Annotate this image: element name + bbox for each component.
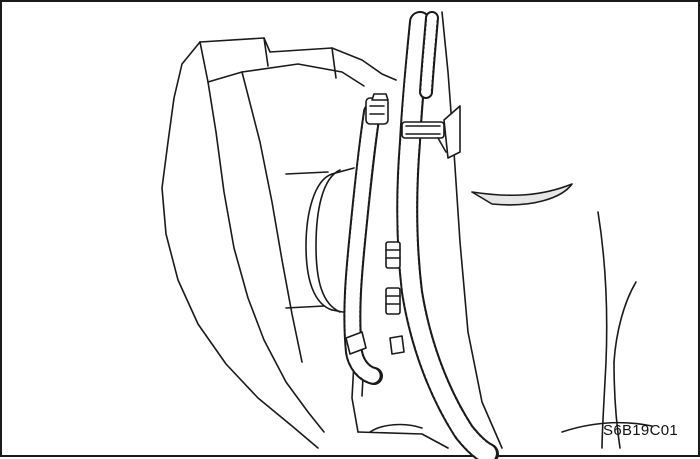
harness-connector — [365, 97, 389, 125]
body-panel-outline — [161, 37, 397, 449]
strut-mount-boot — [285, 167, 355, 315]
harness-clamp — [401, 105, 461, 159]
right-wiring-harness — [396, 11, 499, 459]
figure-code: S6B19C01 — [603, 422, 678, 439]
mounting-bolts — [345, 241, 405, 355]
inner-fender-panel — [441, 11, 653, 449]
left-wiring-harness — [343, 93, 389, 385]
